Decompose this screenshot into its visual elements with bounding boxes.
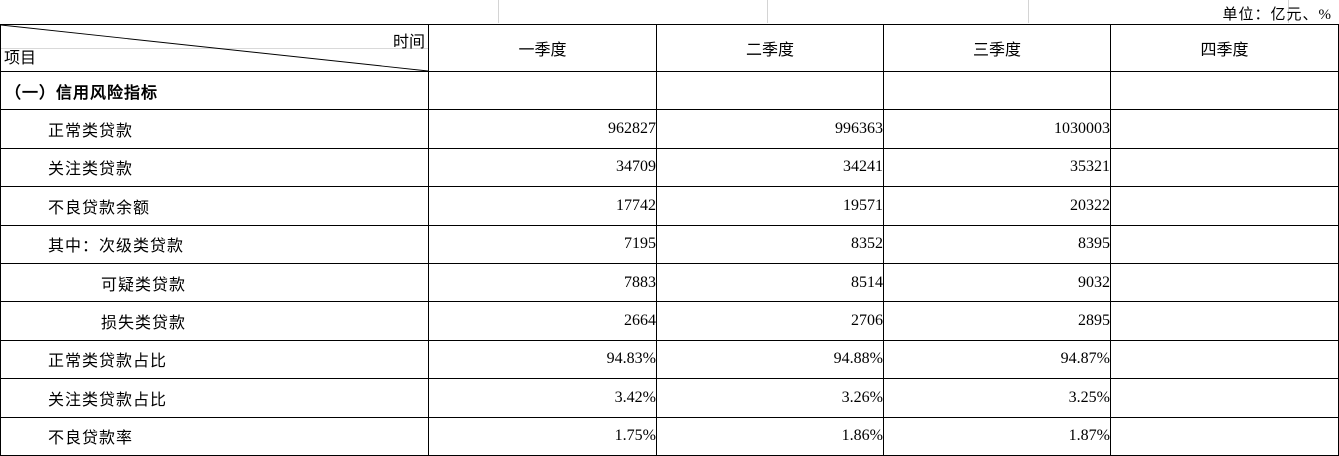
cell-value[interactable]: 2895 [883,301,1111,341]
col-header-q3[interactable]: 三季度 [883,24,1111,72]
row-label[interactable]: 损失类贷款 [0,301,429,341]
corner-label-item: 项目 [4,50,37,67]
spreadsheet-gridline [498,0,499,23]
spreadsheet-gridline [767,0,768,23]
cell-value[interactable]: 1030003 [883,109,1111,149]
cell-value[interactable] [1110,416,1339,456]
unit-row: 单位：亿元、% [0,0,1339,24]
cell-value[interactable]: 19571 [656,186,884,226]
cell-value[interactable]: 7195 [428,224,657,264]
col-header-q4[interactable]: 四季度 [1110,24,1339,72]
col-header-q1[interactable]: 一季度 [428,24,657,72]
cell-value[interactable]: 3.25% [883,378,1111,418]
row-label[interactable]: 其中：次级类贷款 [0,224,429,264]
cell-value[interactable] [1110,70,1339,111]
cell-value[interactable] [1110,262,1339,303]
table-row-substandard-loans: 其中：次级类贷款 7195 8352 8395 [0,224,1339,264]
row-label[interactable]: 正常类贷款 [0,109,429,149]
cell-value[interactable]: 1.75% [428,416,657,456]
cell-value[interactable] [1110,378,1339,418]
corner-header-cell[interactable]: 时间 项目 [0,24,429,72]
cell-value[interactable]: 94.88% [656,339,884,380]
table-row-normal-loans: 正常类贷款 962827 996363 1030003 [0,109,1339,149]
cell-value[interactable]: 8514 [656,262,884,303]
cell-value[interactable]: 94.87% [883,339,1111,380]
cell-value[interactable]: 35321 [883,147,1111,188]
table-row-npl-balance: 不良贷款余额 17742 19571 20322 [0,186,1339,226]
col-header-q2[interactable]: 二季度 [656,24,884,72]
cell-value[interactable]: 1.86% [656,416,884,456]
cell-value[interactable] [428,70,657,111]
cell-value[interactable] [1110,224,1339,264]
cell-value[interactable]: 3.26% [656,378,884,418]
cell-value[interactable]: 34241 [656,147,884,188]
cell-value[interactable] [883,70,1111,111]
spreadsheet-gridline [1028,0,1029,23]
corner-gridline [1,48,428,49]
table-row-watch-loans: 关注类贷款 34709 34241 35321 [0,147,1339,188]
table-row-normal-loan-ratio: 正常类贷款占比 94.83% 94.88% 94.87% [0,339,1339,380]
spreadsheet-gridline [1288,0,1289,23]
row-label[interactable]: 不良贷款余额 [0,186,429,226]
table-row-loss-loans: 损失类贷款 2664 2706 2895 [0,301,1339,341]
table-row-section-credit-risk: （一）信用风险指标 [0,70,1339,111]
cell-value[interactable] [656,70,884,111]
quarterly-risk-table: 时间 项目 一季度 二季度 三季度 四季度 （一）信用风险指标 正常类贷款 96… [0,24,1339,456]
cell-value[interactable]: 8395 [883,224,1111,264]
row-label[interactable]: 正常类贷款占比 [0,339,429,380]
cell-value[interactable] [1110,339,1339,380]
cell-value[interactable] [1110,301,1339,341]
cell-value[interactable]: 2706 [656,301,884,341]
cell-value[interactable]: 996363 [656,109,884,149]
row-label[interactable]: 关注类贷款 [0,147,429,188]
row-label[interactable]: （一）信用风险指标 [0,70,429,111]
table-row-doubtful-loans: 可疑类贷款 7883 8514 9032 [0,262,1339,303]
diagonal-divider-line [1,25,428,71]
cell-value[interactable]: 9032 [883,262,1111,303]
cell-value[interactable]: 962827 [428,109,657,149]
cell-value[interactable]: 7883 [428,262,657,303]
table-row-watch-loan-ratio: 关注类贷款占比 3.42% 3.26% 3.25% [0,378,1339,418]
cell-value[interactable] [1110,109,1339,149]
cell-value[interactable]: 20322 [883,186,1111,226]
cell-value[interactable]: 94.83% [428,339,657,380]
cell-value[interactable] [1110,186,1339,226]
table-row-npl-ratio: 不良贷款率 1.75% 1.86% 1.87% [0,416,1339,456]
cell-value[interactable]: 3.42% [428,378,657,418]
cell-value[interactable]: 8352 [656,224,884,264]
row-label[interactable]: 可疑类贷款 [0,262,429,303]
row-label[interactable]: 不良贷款率 [0,416,429,456]
unit-label: 单位：亿元、% [1222,7,1332,23]
corner-label-time: 时间 [392,34,425,51]
cell-value[interactable]: 1.87% [883,416,1111,456]
cell-value[interactable]: 34709 [428,147,657,188]
row-label[interactable]: 关注类贷款占比 [0,378,429,418]
cell-value[interactable] [1110,147,1339,188]
cell-value[interactable]: 2664 [428,301,657,341]
cell-value[interactable]: 17742 [428,186,657,226]
header-row: 时间 项目 一季度 二季度 三季度 四季度 [0,24,1339,72]
